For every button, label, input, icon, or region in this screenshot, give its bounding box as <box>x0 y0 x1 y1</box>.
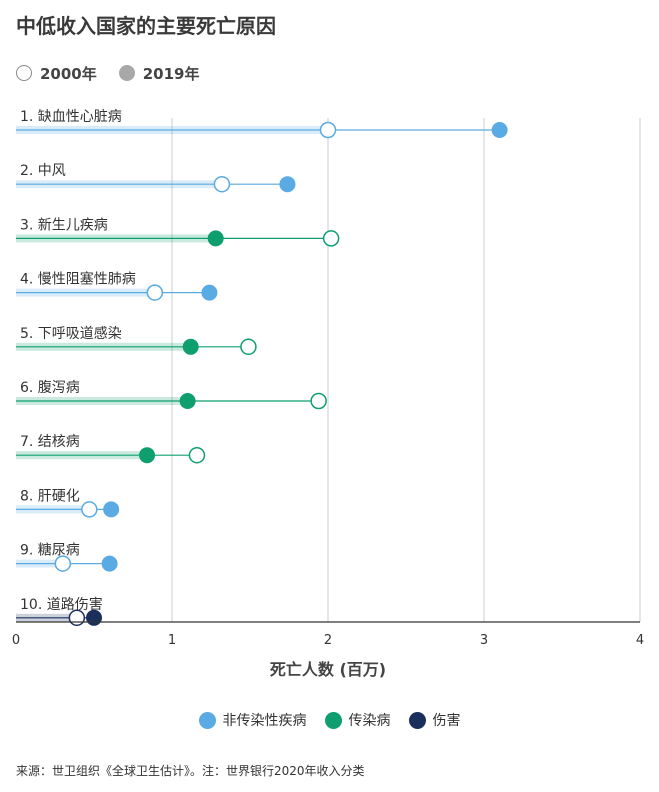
category-label: 1. 缺血性心脏病 <box>20 109 122 125</box>
legend-item-2019: 2019年 <box>118 63 200 84</box>
category-label: 7. 结核病 <box>20 434 80 450</box>
point-2019 <box>491 122 508 138</box>
x-tick-label: 0 <box>12 633 20 648</box>
chart-row: 5. 下呼吸道感染 <box>16 325 257 356</box>
point-2000 <box>240 338 257 356</box>
chart-row: 1. 缺血性心脏病 <box>16 109 508 139</box>
category-label: 4. 慢性阻塞性肺病 <box>20 271 136 288</box>
point-2000 <box>81 501 98 518</box>
point-2019 <box>139 447 156 464</box>
point-2000 <box>213 175 231 193</box>
x-axis-label: 死亡人数 (百万) <box>270 660 386 679</box>
point-2019 <box>201 284 218 301</box>
legend-label-noncommunicable: 非传染性疾病 <box>222 713 307 729</box>
x-axis: 0 1 2 3 4 死亡人数 (百万) <box>12 621 644 679</box>
gridlines <box>171 118 641 622</box>
source-note: 来源：世卫组织《全球卫生估计》。注：世界银行2020年收入分类 <box>16 764 365 778</box>
filled-circle-icon <box>118 65 135 81</box>
point-2000 <box>319 121 337 139</box>
chart-row: 3. 新生儿疾病 <box>16 217 340 247</box>
chart-row: 4. 慢性阻塞性肺病 <box>16 271 218 301</box>
legend-item-2000: 2000年 <box>16 63 97 84</box>
chart-rows: 1. 缺血性心脏病 2. 中风 3. 新生儿疾病 4. 慢性阻塞性肺病 5. 下呼吸道感… <box>16 109 508 627</box>
point-2000 <box>146 284 164 301</box>
category-label: 2. 中风 <box>20 163 66 179</box>
category-label: 8. 肝硬化 <box>20 488 80 504</box>
point-2019 <box>103 501 120 518</box>
category-label: 6. 腹泻病 <box>20 379 80 396</box>
point-2019 <box>86 609 102 626</box>
chart-row: 9. 糖尿病 <box>16 543 118 572</box>
legend-item-communicable: 传染病 <box>324 710 391 730</box>
dumbbell-chart: 1. 缺血性心脏病 2. 中风 3. 新生儿疾病 4. 慢性阻塞性肺病 5. 下呼吸道感… <box>12 109 644 679</box>
open-circle-icon <box>16 65 32 81</box>
point-2000 <box>310 392 327 410</box>
x-tick-label: 4 <box>636 633 644 648</box>
point-2000 <box>322 230 340 247</box>
injury-dot-icon <box>408 711 426 729</box>
point-2019 <box>279 176 296 193</box>
category-label: 5. 下呼吸道感染 <box>20 325 122 342</box>
legend-label-2000: 2000年 <box>40 64 97 83</box>
point-2000 <box>68 609 86 627</box>
legend-label-2019: 2019年 <box>142 64 200 83</box>
chart-row: 7. 结核病 <box>16 434 206 464</box>
category-label: 10. 道路伤害 <box>20 597 103 613</box>
x-tick-label: 2 <box>324 633 332 648</box>
category-label: 9. 糖尿病 <box>20 543 80 559</box>
chart-row: 2. 中风 <box>16 163 296 193</box>
point-2019 <box>101 555 118 572</box>
legend-item-injury: 伤害 <box>408 710 461 730</box>
legend-label-communicable: 传染病 <box>348 713 391 729</box>
point-2000 <box>188 446 206 464</box>
point-2019 <box>179 393 196 409</box>
point-2019 <box>207 230 224 247</box>
category-label: 3. 新生儿疾病 <box>20 217 108 233</box>
x-tick-label: 3 <box>480 633 488 648</box>
chart-title: 中低收入国家的主要死亡原因 <box>16 14 276 38</box>
communicable-dot-icon <box>324 711 342 729</box>
noncommunicable-dot-icon <box>198 711 216 729</box>
chart-row: 6. 腹泻病 <box>16 379 327 410</box>
legend-label-injury: 伤害 <box>432 713 461 729</box>
point-2019 <box>182 338 199 355</box>
year-legend: 2000年 2019年 <box>16 62 222 84</box>
chart-row: 8. 肝硬化 <box>16 488 120 518</box>
legend-item-noncommunicable: 非传染性疾病 <box>198 710 307 730</box>
category-legend: 非传染性疾病 传染病 伤害 <box>0 710 659 730</box>
x-tick-label: 1 <box>168 633 176 648</box>
point-2000 <box>54 555 72 572</box>
